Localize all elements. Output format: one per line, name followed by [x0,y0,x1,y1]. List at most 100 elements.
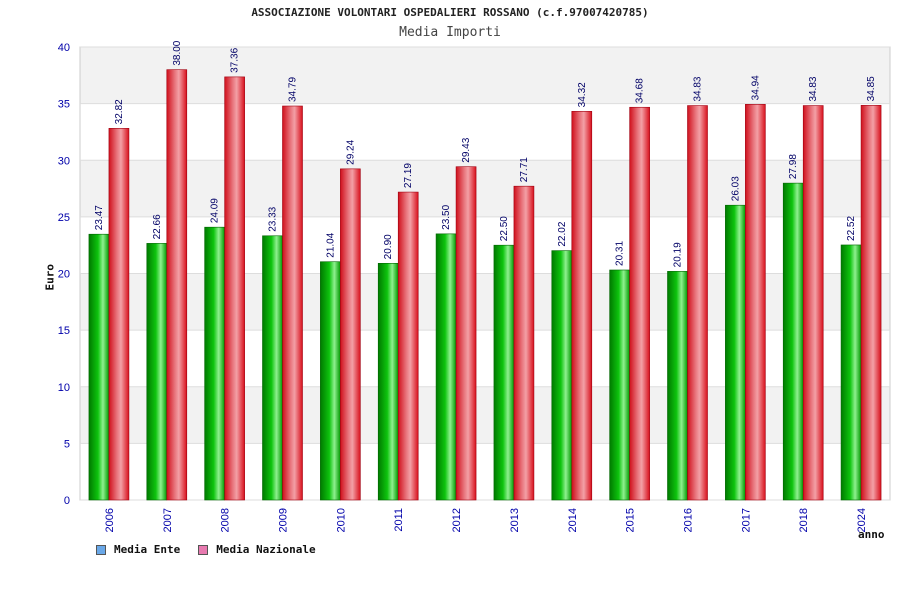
bar-value-label: 24.09 [210,198,221,223]
y-tick-label: 5 [64,438,70,450]
bar-value-label: 27.71 [519,157,530,182]
bar-value-label: 22.50 [499,216,510,241]
y-axis-ticks: 0 5 10 15 20 25 30 35 40 [58,42,70,507]
bar-media-nazionale-2010 [340,168,361,501]
chart-subtitle: Media Importi [399,25,501,40]
x-tick-label: 2010 [335,508,347,532]
bar-value-label: 20.19 [673,242,684,267]
x-tick-label: 2016 [683,508,695,532]
plot-band [80,216,890,274]
bar-media-ente-2011 [377,263,399,501]
legend-label-media-ente: Media Ente [114,543,181,556]
x-tick-label: 2017 [740,508,752,532]
bar-media-nazionale-2009 [282,105,303,501]
bar-value-label: 37.36 [230,47,241,72]
bar-media-ente-2018 [782,182,804,501]
x-axis-label: anno [858,528,885,541]
bar-media-nazionale-2011 [397,191,419,501]
bar-media-ente-2009 [262,235,283,501]
bar-value-label: 29.24 [345,139,356,164]
legend-item-media-ente: Media Ente [96,543,180,556]
bars [88,69,882,501]
bar-media-nazionale-2007 [166,69,188,501]
bar-media-nazionale-2006 [108,128,130,501]
x-tick-label: 2018 [798,508,810,532]
bar-value-label: 29.43 [461,137,472,162]
x-tick-label: 2009 [278,508,290,532]
bar-media-ente-2016 [667,271,688,501]
bar-value-label: 20.90 [383,234,394,259]
bar-media-nazionale-2012 [455,166,477,501]
bar-value-label: 34.68 [635,78,646,103]
bar-media-ente-2015 [609,269,630,501]
plot-band [80,47,890,104]
bar-value-label: 23.50 [441,204,452,229]
y-tick-label: 30 [58,155,70,167]
x-tick-label: 2024 [856,508,868,532]
x-tick-label: 2014 [567,508,579,532]
bar-value-label: 20.31 [615,241,626,266]
bar-value-label: 23.47 [94,205,105,230]
bar-media-ente-2008 [204,226,225,501]
x-tick-label: 2006 [104,508,116,532]
bar-media-ente-2017 [725,204,746,501]
bar-media-nazionale-2015 [629,106,650,501]
bar-media-nazionale-2024 [860,105,882,501]
bar-media-ente-2007 [146,243,168,501]
bar-value-label: 34.85 [866,76,877,101]
bar-media-ente-2012 [435,233,457,501]
bar-value-label: 38.00 [172,40,183,65]
bar-value-label: 22.02 [557,221,568,246]
chart-title: ASSOCIAZIONE VOLONTARI OSPEDALIERI ROSSA… [251,6,649,19]
bar-value-label: 34.32 [577,82,588,107]
plot-band [80,273,890,331]
y-tick-label: 25 [58,212,70,224]
bar-value-label: 22.52 [846,215,857,240]
legend-swatch-media-ente [96,544,106,555]
x-tick-label: 2012 [451,508,463,532]
bar-media-ente-2006 [88,233,110,501]
bar-media-nazionale-2017 [745,104,766,501]
y-tick-label: 0 [64,495,70,507]
x-tick-label: 2015 [625,508,637,532]
y-tick-label: 35 [58,99,70,111]
y-tick-label: 40 [58,42,70,54]
bar-value-label: 34.79 [288,77,299,102]
x-tick-label: 2013 [509,508,521,532]
plot-band [80,103,890,161]
bar-value-label: 34.94 [750,75,761,100]
x-tick-label: 2008 [220,508,232,532]
y-tick-label: 10 [58,382,70,394]
plot-band [80,443,890,500]
plot-band [80,330,890,387]
plot-band [80,160,890,217]
bar-media-nazionale-2018 [802,105,824,501]
x-tick-label: 2011 [393,508,405,532]
legend-swatch-media-nazionale [198,544,209,555]
bar-value-label: 34.83 [693,76,704,101]
bar-media-nazionale-2008 [224,76,245,501]
y-tick-label: 15 [58,325,70,337]
bar-media-ente-2014 [551,250,573,501]
bar-media-nazionale-2014 [571,111,593,501]
legend-label-media-nazionale: Media Nazionale [216,543,316,556]
bar-value-label: 27.19 [403,163,414,188]
bar-value-label: 21.04 [325,232,336,257]
y-tick-label: 20 [58,269,70,281]
legend-item-media-nazionale: Media Nazionale [198,543,316,556]
bar-media-nazionale-2016 [687,105,708,501]
plot-band [80,386,890,444]
bar-value-label: 26.03 [730,176,741,201]
bar-media-ente-2024 [840,244,862,501]
bar-media-ente-2013 [493,244,515,501]
bar-value-label: 32.82 [114,99,125,124]
legend: Media Ente Media Nazionale [96,543,316,556]
bar-value-label: 27.98 [788,154,799,179]
bar-value-label: 34.83 [808,76,819,101]
bar-value-label: 23.33 [268,206,279,231]
bar-media-nazionale-2013 [513,185,535,501]
bar-value-label: 22.66 [152,214,163,239]
x-tick-label: 2007 [162,508,174,532]
x-axis-ticks: 2006 2007 2008 2009 2010 2011 2012 2013 2014 2015… [104,508,868,532]
